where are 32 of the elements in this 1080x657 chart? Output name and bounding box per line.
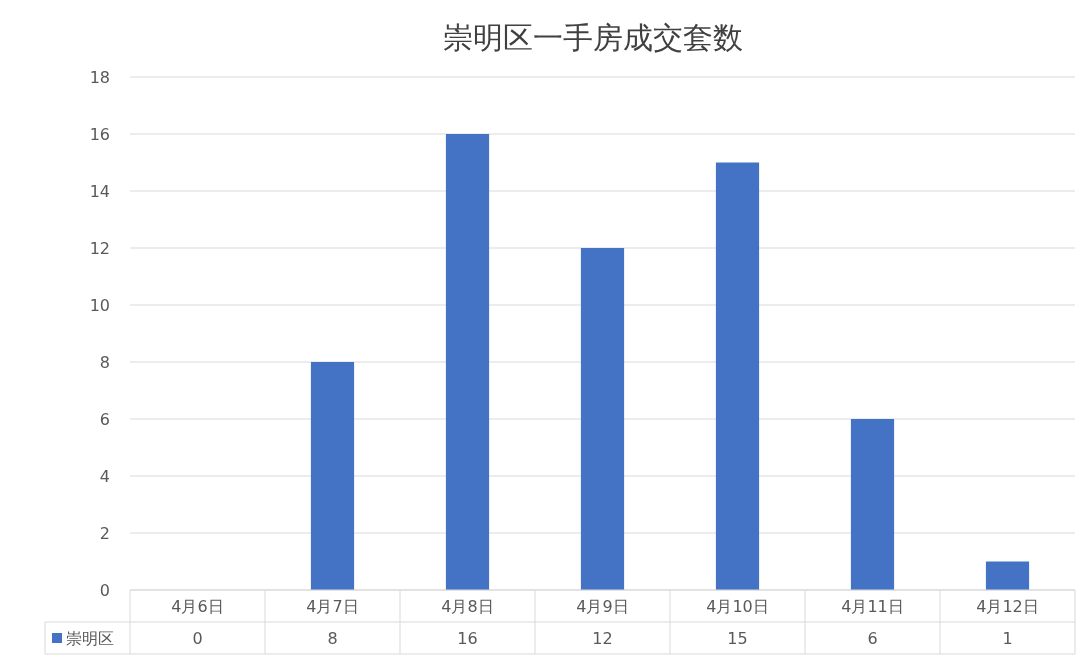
bar bbox=[850, 419, 895, 590]
legend-label: 崇明区 bbox=[66, 628, 114, 648]
y-tick-label: 16 bbox=[89, 124, 110, 144]
x-tick-label: 4月8日 bbox=[441, 596, 494, 616]
bar bbox=[715, 162, 760, 590]
x-tick-label: 4月9日 bbox=[576, 596, 629, 616]
bar bbox=[985, 561, 1030, 590]
bar bbox=[310, 362, 355, 590]
data-label: 8 bbox=[327, 628, 338, 648]
bar bbox=[445, 134, 490, 590]
chart-title: 崇明区一手房成交套数 bbox=[442, 20, 743, 55]
x-tick-label: 4月11日 bbox=[841, 596, 904, 616]
x-tick-label: 4月12日 bbox=[976, 596, 1039, 616]
y-tick-label: 4 bbox=[99, 466, 110, 486]
y-tick-label: 0 bbox=[99, 580, 110, 600]
x-tick-label: 4月6日 bbox=[171, 596, 224, 616]
y-tick-label: 18 bbox=[89, 67, 110, 87]
bar bbox=[580, 248, 625, 590]
data-label: 1 bbox=[1002, 628, 1013, 648]
y-tick-label: 2 bbox=[99, 523, 110, 543]
data-label: 6 bbox=[867, 628, 878, 648]
y-tick-label: 12 bbox=[89, 238, 110, 258]
y-tick-label: 14 bbox=[89, 181, 110, 201]
data-label: 12 bbox=[592, 628, 613, 648]
y-tick-label: 10 bbox=[89, 295, 110, 315]
x-tick-label: 4月10日 bbox=[706, 596, 769, 616]
data-label: 16 bbox=[457, 628, 478, 648]
data-label: 0 bbox=[192, 628, 203, 648]
data-label: 15 bbox=[727, 628, 748, 648]
y-tick-label: 8 bbox=[99, 352, 110, 372]
x-tick-label: 4月7日 bbox=[306, 596, 359, 616]
y-tick-label: 6 bbox=[99, 409, 110, 429]
